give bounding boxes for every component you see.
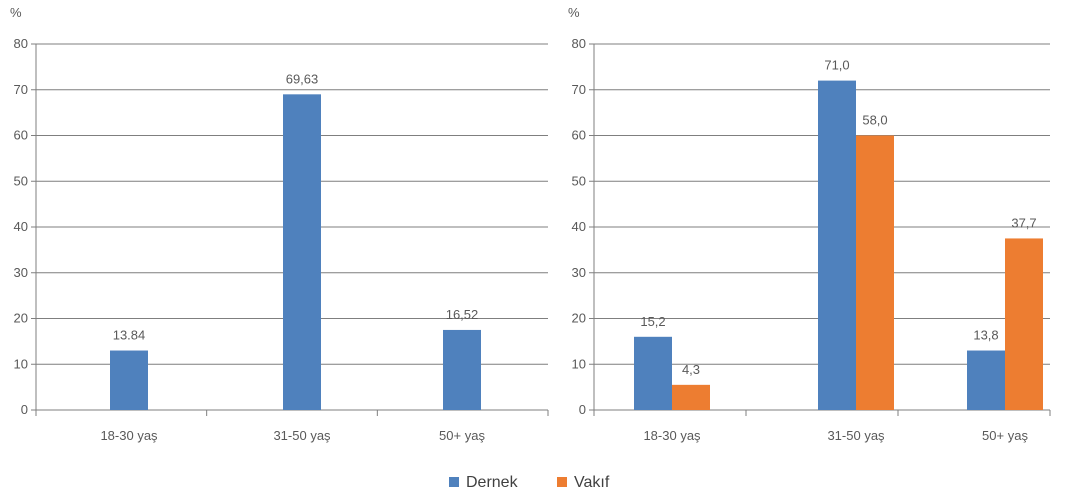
y-tick-label: 50 xyxy=(14,173,28,188)
y-tick-label: 60 xyxy=(572,128,586,143)
y-tick-label: 60 xyxy=(14,128,28,143)
y-tick-label: 40 xyxy=(572,219,586,234)
legend-label: Dernek xyxy=(466,474,519,491)
legend-swatch xyxy=(557,477,567,487)
y-tick-label: 10 xyxy=(14,356,28,371)
legend-label: Vakıf xyxy=(574,474,610,491)
y-tick-label: 80 xyxy=(14,36,28,51)
bar-vakif xyxy=(856,135,894,410)
x-category-label: 31-50 yaş xyxy=(273,428,331,443)
y-tick-label: 50 xyxy=(572,173,586,188)
y-tick-label: 30 xyxy=(14,265,28,280)
y-tick-label: 40 xyxy=(14,219,28,234)
bar-dernek xyxy=(443,329,481,410)
data-label: 15,2 xyxy=(640,314,665,329)
data-label: 58,0 xyxy=(862,113,887,128)
y-tick-label: 70 xyxy=(572,82,586,97)
y-tick-label: 20 xyxy=(572,311,586,326)
bar-dernek xyxy=(283,94,321,410)
chart-panel-1: % 0 10 20 30 40 50 60 70 80 18-30 yaş 31-50 yaş 50+ … xyxy=(10,5,549,443)
y-tick-label: 0 xyxy=(579,402,586,417)
data-label: 37,7 xyxy=(1011,215,1036,230)
y-unit-label: % xyxy=(10,5,22,20)
data-label: 13,8 xyxy=(973,328,998,343)
y-tick-label: 20 xyxy=(14,311,28,326)
bar-dernek xyxy=(110,350,148,410)
y-tick-label: 0 xyxy=(21,402,28,417)
data-label: 13.84 xyxy=(113,328,146,343)
y-tick-label: 80 xyxy=(572,36,586,51)
x-category-label: 50+ yaş xyxy=(439,428,485,443)
data-label: 16,52 xyxy=(446,307,479,322)
data-label: 4,3 xyxy=(682,362,700,377)
bar-dernek xyxy=(967,350,1005,410)
legend-swatch xyxy=(449,477,459,487)
x-category-label: 31-50 yaş xyxy=(827,428,885,443)
chart-panel-2: % 0 10 20 30 40 50 60 70 80 18-30 yaş 31-50 yaş 50+ … xyxy=(568,5,1051,443)
bar-dernek xyxy=(634,336,672,410)
bar-vakif xyxy=(672,384,710,410)
data-label: 71,0 xyxy=(824,58,849,73)
y-tick-label: 10 xyxy=(572,356,586,371)
y-unit-label: % xyxy=(568,5,580,20)
data-label: 69,63 xyxy=(286,71,319,86)
x-category-label: 50+ yaş xyxy=(982,428,1028,443)
x-category-label: 18-30 yaş xyxy=(100,428,158,443)
y-tick-label: 30 xyxy=(572,265,586,280)
bar-dernek xyxy=(818,80,856,410)
x-category-label: 18-30 yaş xyxy=(643,428,701,443)
y-tick-label: 70 xyxy=(14,82,28,97)
legend: Dernek Vakıf xyxy=(449,474,610,491)
bar-vakif xyxy=(1005,238,1043,410)
